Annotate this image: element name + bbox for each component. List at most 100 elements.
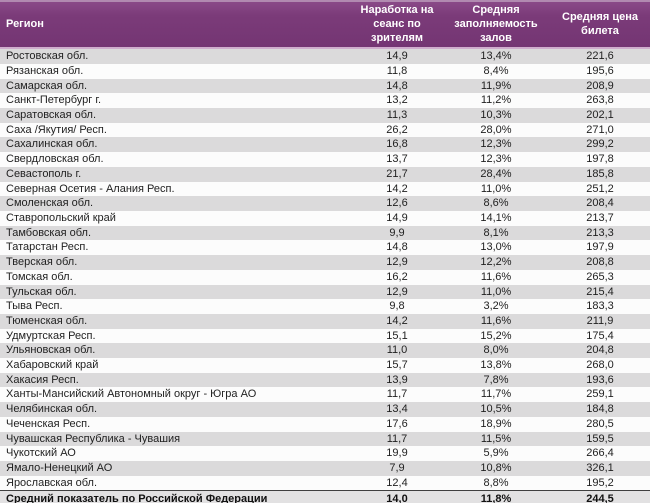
value-cell: 10,5% [480,403,512,416]
value-cell: 12,2% [480,256,512,269]
value-cell: 14,2 [386,314,408,327]
value-cell: 18,9% [480,417,512,430]
table-row: Ярославская обл. 12,4 8,8% 195,2 [0,475,650,491]
value-cell: 11,0 [386,344,408,357]
value-cell: 19,9 [386,447,408,460]
value-cell: 12,3% [480,153,512,166]
value-cell: 215,4 [586,285,614,298]
value-cell: 175,4 [586,329,614,342]
value-cell: 16,2 [386,270,408,283]
table-row: Саратовская обл. 11,3 10,3% 202,1 [0,108,650,123]
header-row: Регион Наработка на сеанс по зрителям Сред… [0,0,650,50]
value-cell: 28,4% [480,167,512,180]
table-row: Хакасия Респ. 13,9 7,8% 193,6 [0,372,650,388]
value-cell: 10,8% [480,461,512,474]
table-row: Ставропольский край 14,9 14,1% 213,7 [0,210,650,226]
value-cell: 28,0% [480,123,512,136]
footer-value-cell: 244,5 [550,490,650,503]
table-row: Саха /Якутия/ Респ. 26,2 28,0% 271,0 [0,122,650,138]
region-cell: Тверская обл. [6,256,78,269]
value-cell: 259,1 [586,388,614,401]
region-cell: Ханты-Мансийский Автономный округ - Югра… [6,388,257,401]
value-cell: 12,9 [386,285,408,298]
region-cell: Саратовская обл. [6,109,97,122]
table-row: Свердловская обл. 13,7 12,3% 197,8 [0,152,650,167]
region-cell: Удмуртская Респ. [6,329,96,342]
value-cell: 13,8% [480,359,512,372]
region-cell: Санкт-Петербург г. [6,94,102,107]
value-cell: 11,7 [386,432,408,445]
value-cell: 11,5% [480,432,512,445]
table-row: Татарстан Респ. 14,8 13,0% 197,9 [0,240,650,256]
table-row: Чеченская Респ. 17,6 18,9% 280,5 [0,416,650,432]
region-cell: Ульяновская обл. [6,344,96,357]
table-row: Тамбовская обл. 9,9 8,1% 213,3 [0,225,650,241]
region-cell: Саха /Якутия/ Респ. [6,123,107,136]
header-cell-region: Регион [0,0,352,50]
table-row: Северная Осетия - Алания Респ. 14,2 11,0% 2… [0,181,650,197]
table-row: Ханты-Мансийский Автономный округ - Югра… [0,387,650,403]
value-cell: 8,1% [483,226,509,239]
value-cell: 15,7 [386,359,408,372]
value-cell: 17,6 [386,417,408,430]
value-cell: 8,0% [483,344,509,357]
value-cell: 16,8 [386,138,408,151]
table-row: Сахалинская обл. 16,8 12,3% 299,2 [0,137,650,153]
value-cell: 280,5 [586,417,614,430]
table-row: Тульская обл. 12,9 11,0% 215,4 [0,284,650,300]
header-cell-sessions: Наработка на сеанс по зрителям [352,0,442,50]
table-row: Санкт-Петербург г. 13,2 11,2% 263,8 [0,93,650,109]
value-cell: 208,8 [586,256,614,269]
value-cell: 11,6% [480,270,512,283]
value-cell: 268,0 [586,359,614,372]
value-cell: 14,8 [386,241,408,254]
table-row: Самарская обл. 14,8 11,9% 208,9 [0,78,650,94]
value-cell: 11,3 [386,109,408,122]
value-cell: 13,4 [386,403,408,416]
value-cell: 185,8 [586,167,614,180]
value-cell: 326,1 [586,461,614,474]
value-cell: 184,8 [586,403,614,416]
value-cell: 251,2 [586,182,614,195]
table-row: Чукотский АО 19,9 5,9% 266,4 [0,446,650,461]
value-cell: 8,6% [483,197,509,210]
value-cell: 3,2% [483,300,509,313]
value-cell: 195,6 [586,64,614,77]
value-cell: 271,0 [586,123,614,136]
table-row: Томская обл. 16,2 11,6% 265,3 [0,269,650,285]
region-cell: Ярославская обл. [6,476,98,489]
table-row: Ульяновская обл. 11,0 8,0% 204,8 [0,343,650,359]
value-cell: 213,3 [586,226,614,239]
table-row: Рязанская обл. 11,8 8,4% 195,6 [0,63,650,79]
value-cell: 21,7 [386,167,408,180]
region-cell: Тамбовская обл. [6,226,92,239]
value-cell: 299,2 [586,138,614,151]
region-cell: Северная Осетия - Алания Респ. [6,182,175,195]
value-cell: 10,3% [480,109,512,122]
table-row: Тыва Респ. 9,8 3,2% 183,3 [0,299,650,314]
value-cell: 12,4 [386,476,408,489]
region-cell: Ямало-Ненецкий АО [6,461,113,474]
value-cell: 5,9% [483,447,509,460]
region-cell: Сахалинская обл. [6,138,98,151]
value-cell: 197,9 [586,241,614,254]
value-cell: 204,8 [586,344,614,357]
value-cell: 11,7% [480,388,512,401]
value-cell: 11,2% [480,94,512,107]
value-cell: 14,9 [386,50,408,63]
value-cell: 8,4% [483,64,509,77]
value-cell: 15,1 [386,329,408,342]
value-cell: 14,9 [386,211,408,224]
value-cell: 195,2 [586,476,614,489]
value-cell: 26,2 [386,123,408,136]
table-body: Ростовская обл. 14,9 13,4% 221,6 Рязанская о… [0,48,650,491]
footer-value-cell: 14,0 [352,490,442,503]
value-cell: 11,8 [386,64,408,77]
region-cell: Хакасия Респ. [6,373,79,386]
value-cell: 13,4% [480,50,512,63]
value-cell: 14,1% [480,211,512,224]
value-cell: 265,3 [586,270,614,283]
value-cell: 183,3 [586,300,614,313]
region-cell: Татарстан Респ. [6,241,89,254]
table-row: Севастополь г. 21,7 28,4% 185,8 [0,166,650,182]
